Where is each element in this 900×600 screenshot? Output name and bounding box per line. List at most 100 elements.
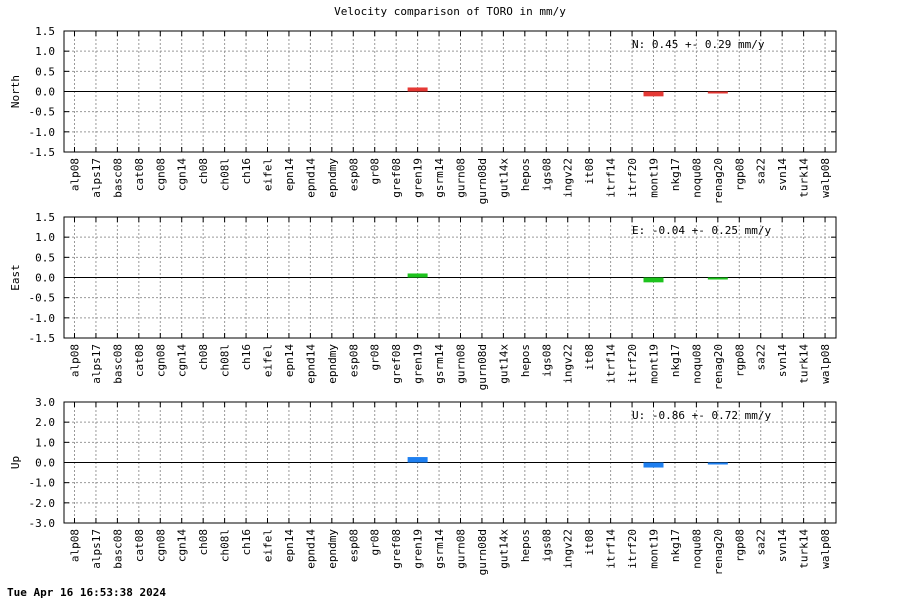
x-tick-label: gref08 <box>390 529 403 569</box>
x-tick-label: hepos <box>519 529 532 562</box>
y-tick-label: -3.0 <box>29 517 56 530</box>
y-tick-label: -0.5 <box>29 106 56 119</box>
x-tick-label: turk14 <box>798 529 811 569</box>
x-tick-label: gut14x <box>497 158 510 198</box>
x-tick-label: gr08 <box>369 158 382 185</box>
y-tick-label: -1.5 <box>29 146 56 159</box>
x-tick-label: cat08 <box>133 529 146 562</box>
x-tick-label: esp08 <box>347 529 360 562</box>
y-tick-label: 3.0 <box>35 396 55 409</box>
x-tick-label: esp08 <box>347 344 360 377</box>
y-tick-label: -1.5 <box>29 332 56 345</box>
plot-frame <box>63 401 837 524</box>
x-tick-label: cgn08 <box>154 158 167 191</box>
x-tick-label: eifel <box>262 529 275 562</box>
panel-up: 3.0 2.0 1.0 0.0 -1.0 -2.0 -3.0 alp08 alps17 basc0… <box>9 396 837 575</box>
x-tick-label: epnd14 <box>304 158 317 198</box>
x-tick-label: walp08 <box>819 529 832 569</box>
x-tick-label: alps17 <box>90 158 103 198</box>
x-tick-label: gurn08 <box>455 529 468 569</box>
x-tick-label: turk14 <box>798 344 811 384</box>
bar-renag20 <box>707 91 728 94</box>
x-tick-label: hepos <box>519 344 532 377</box>
x-tick-label: gurn08 <box>455 344 468 384</box>
y-tick-label: 1.5 <box>35 211 55 224</box>
x-tick-label: ingv22 <box>562 158 575 198</box>
x-tick-label: epnd14 <box>304 529 317 569</box>
x-tick-label: cgn14 <box>176 158 189 191</box>
velocity-annotation: N: 0.45 +- 0.29 mm/y <box>632 38 765 51</box>
x-tick-label: gren19 <box>412 158 425 198</box>
x-tick-label: eifel <box>262 158 275 191</box>
x-tick-label: mont19 <box>648 529 661 569</box>
x-tick-label: cgn14 <box>176 529 189 562</box>
x-tick-label: gurn08 <box>455 158 468 198</box>
y-tick-label: 1.0 <box>35 45 55 58</box>
x-tick-label: mont19 <box>648 344 661 384</box>
x-tick-label: walp08 <box>819 158 832 198</box>
x-tick-label: walp08 <box>819 344 832 384</box>
x-tick-label: ingv22 <box>562 344 575 384</box>
x-tick-label: epndmy <box>326 529 339 569</box>
x-tick-label: gsrm14 <box>433 158 446 198</box>
x-tick-label: alps17 <box>90 344 103 384</box>
x-tick-label: it08 <box>583 158 596 185</box>
x-tick-label: mont19 <box>648 158 661 198</box>
panel-east: 1.5 1.0 0.5 0.0 -0.5 -1.0 -1.5 alp08 alps17 basc0… <box>9 211 837 390</box>
x-tick-label: esp08 <box>347 158 360 191</box>
x-tick-label: itrf14 <box>605 344 618 384</box>
y-tick-label: 1.5 <box>35 25 55 38</box>
bar-gren19 <box>407 457 428 463</box>
x-tick-label: rgp08 <box>733 158 746 191</box>
y-tick-label: 1.0 <box>35 436 55 449</box>
x-tick-label: itrf20 <box>626 529 639 569</box>
x-tick-label: svn14 <box>776 529 789 562</box>
x-tick-label: alp08 <box>69 158 82 191</box>
x-tick-label: sa22 <box>755 529 768 556</box>
x-tick-label: noqu08 <box>690 158 703 198</box>
bar-mont19 <box>643 91 664 97</box>
x-tick-label: gsrm14 <box>433 529 446 569</box>
y-axis-label: Up <box>9 456 22 469</box>
x-tick-label: svn14 <box>776 158 789 191</box>
y-tick-label: -0.5 <box>29 292 56 305</box>
x-tick-label: gurn08d <box>476 158 489 204</box>
x-tick-label: ch08 <box>197 344 210 371</box>
chart-title: Velocity comparison of TORO in mm/y <box>334 5 566 18</box>
x-tick-label: ingv22 <box>562 529 575 569</box>
x-tick-label: gurn08d <box>476 529 489 575</box>
x-tick-label: sa22 <box>755 344 768 371</box>
y-tick-label: 0.0 <box>35 457 55 470</box>
x-tick-label: renag20 <box>712 529 725 575</box>
x-tick-label: basc08 <box>111 344 124 384</box>
y-tick-label: -2.0 <box>29 497 56 510</box>
x-tick-label: nkg17 <box>669 529 682 562</box>
x-tick-label: ch08 <box>197 529 210 556</box>
y-axis-label: East <box>9 264 22 291</box>
x-tick-label: epnd14 <box>304 344 317 384</box>
x-tick-label: gurn08d <box>476 344 489 390</box>
x-tick-label: turk14 <box>798 158 811 198</box>
x-tick-label: noqu08 <box>690 529 703 569</box>
x-tick-label: epndmy <box>326 158 339 198</box>
bar-mont19 <box>643 462 664 468</box>
x-tick-label: rgp08 <box>733 344 746 377</box>
x-tick-label: cgn08 <box>154 344 167 377</box>
x-tick-label: hepos <box>519 158 532 191</box>
x-tick-label: basc08 <box>111 529 124 569</box>
x-tick-label: itrf20 <box>626 344 639 384</box>
x-tick-label: ch08 <box>197 158 210 185</box>
x-tick-label: gut14x <box>497 344 510 384</box>
x-tick-label: gref08 <box>390 344 403 384</box>
x-tick-label: gref08 <box>390 158 403 198</box>
x-tick-label: igs08 <box>540 344 553 377</box>
bar-renag20 <box>707 277 728 280</box>
bar-gren19 <box>407 273 428 278</box>
x-tick-label: epn14 <box>283 158 296 191</box>
x-tick-label: ch08l <box>219 158 232 191</box>
x-tick-label: cgn08 <box>154 529 167 562</box>
x-tick-label: eifel <box>262 344 275 377</box>
x-tick-label: basc08 <box>111 158 124 198</box>
y-tick-label: -1.0 <box>29 312 56 325</box>
